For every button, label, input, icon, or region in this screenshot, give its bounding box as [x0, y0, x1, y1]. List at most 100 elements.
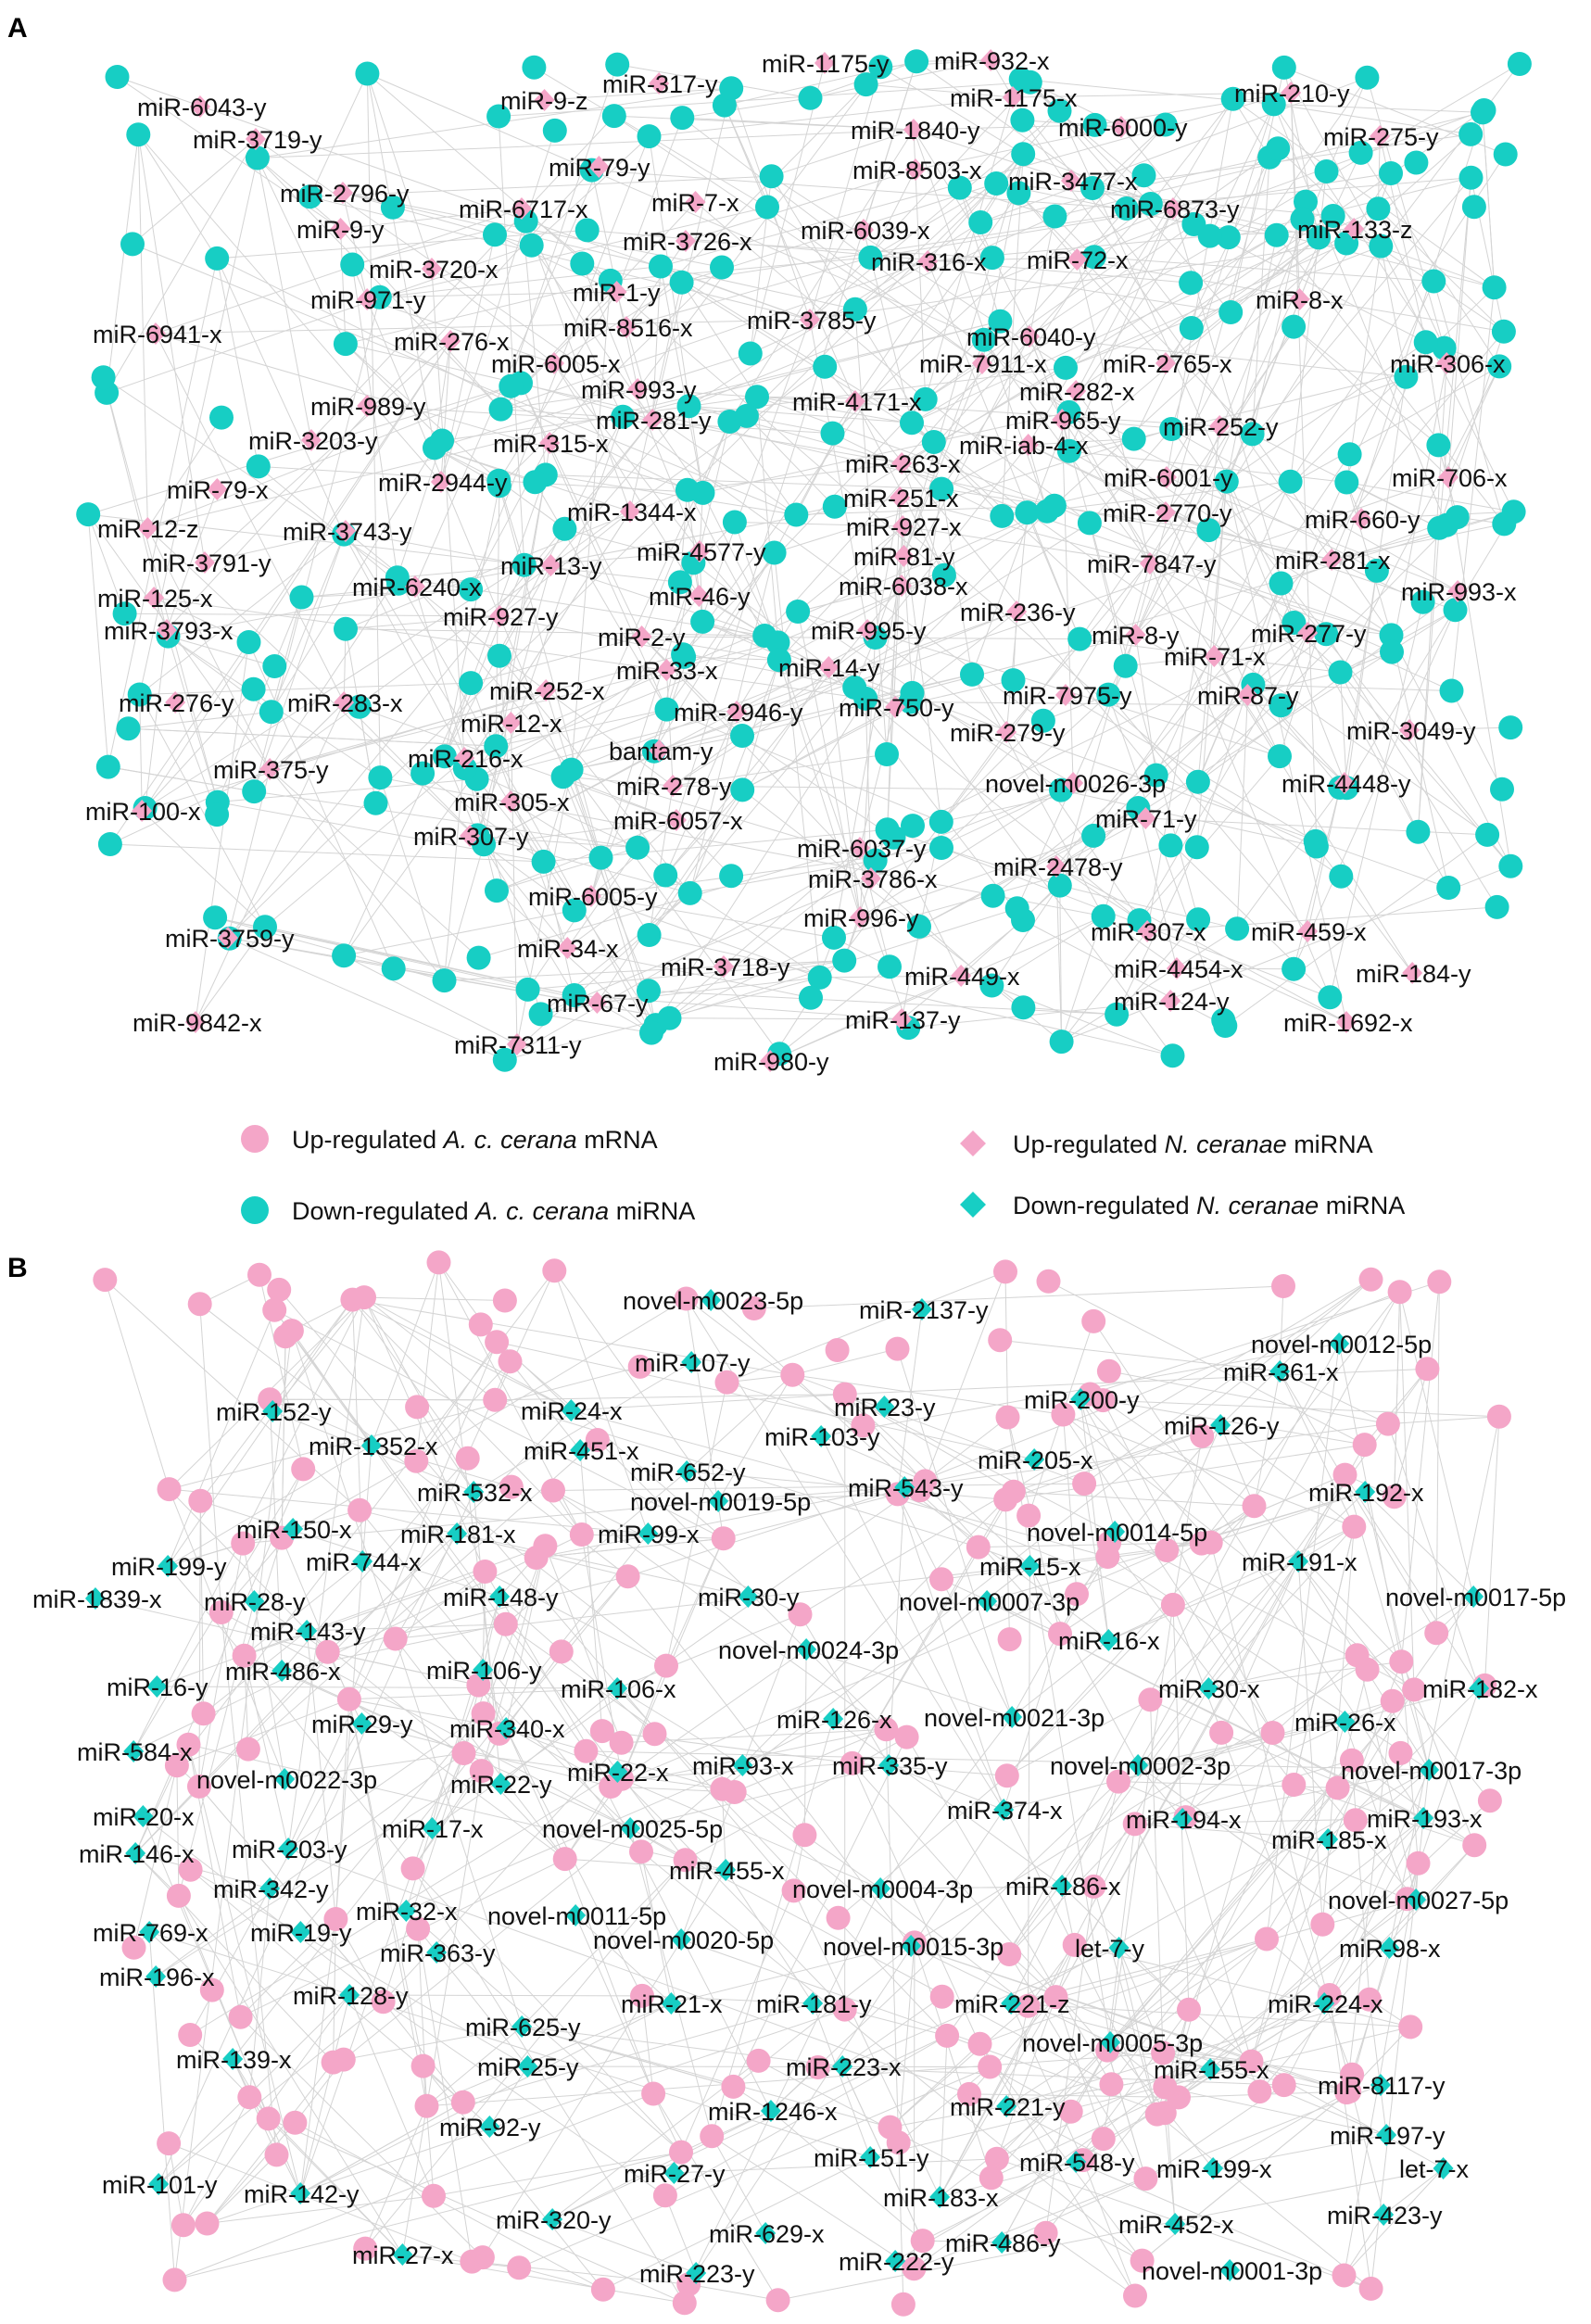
panel_a-node-273 — [1158, 833, 1183, 858]
panel_a-node-50 — [333, 332, 358, 357]
panel_b-edge — [1181, 1818, 1252, 2062]
panel_a-node-177 — [1042, 493, 1067, 518]
panel_a-node-246 — [988, 309, 1013, 334]
panel_a-node-144 — [601, 104, 626, 129]
panel_b-node-1 — [1016, 1993, 1041, 2018]
panel_a-edge — [1055, 865, 1140, 921]
panel_b-marker-15 — [463, 1481, 485, 1503]
panel_b-edge — [1219, 1424, 1355, 1527]
panel_a-edge — [1054, 505, 1332, 561]
panel_a-label-29: miR-8516-x — [563, 314, 693, 342]
panel_b-edge — [904, 1291, 1400, 1488]
panel_a-edge — [903, 362, 983, 557]
panel_b-edge — [688, 2283, 778, 2301]
panel_b-marker-8 — [1070, 1388, 1092, 1410]
panel_b-edge — [158, 1491, 474, 2185]
panel_a-edge — [638, 353, 751, 390]
panel_b-edge — [1344, 2214, 1384, 2276]
panel_a-marker-36 — [1436, 352, 1458, 374]
panel_b-edge — [148, 1931, 175, 2280]
panel_b-node-7 — [228, 2004, 253, 2029]
panel_b-label-32: novel-m0017-5p — [1385, 1584, 1566, 1611]
panel_b-edge — [1364, 1491, 1430, 1771]
panel_a-marker-30 — [799, 309, 820, 331]
panel_a-edge — [1029, 223, 1194, 337]
panel_a-edge — [367, 73, 945, 576]
panel_a-node-45 — [960, 662, 984, 687]
panel_b-node-75 — [383, 1626, 408, 1651]
panel_b-edge — [244, 1571, 486, 1657]
panel_b-marker-25 — [1019, 1555, 1041, 1577]
panel_b-edge — [723, 1493, 898, 1539]
panel_b-node-38 — [629, 1839, 653, 1864]
panel_a-marker-62 — [540, 554, 562, 576]
panel_a-node-182 — [1197, 223, 1222, 248]
panel_a-edge — [567, 947, 812, 999]
panel_b-marker-110 — [1219, 2259, 1241, 2281]
panel_a-label-95: miR-4448-y — [1282, 770, 1411, 798]
panel_a-edge — [681, 282, 758, 398]
panel_b-marker-80 — [661, 1992, 682, 2015]
panel_a-node-252 — [719, 76, 744, 101]
panel_b-edge — [426, 2002, 672, 2107]
panel_a-node-129 — [1114, 196, 1139, 221]
panel_a-node-41 — [832, 948, 857, 973]
panel_a-edge — [128, 727, 497, 747]
panel_a-node-139 — [297, 184, 322, 209]
panel_a-label-87: miR-12-x — [461, 710, 562, 738]
panel_a-node-34 — [1216, 225, 1241, 250]
panel_a-edge — [669, 1017, 903, 1020]
panel_b-label-13: miR-652-y — [630, 1459, 746, 1486]
panel_a-edge — [562, 595, 700, 777]
panel_a-edge — [1366, 77, 1446, 348]
panel_a-node-70 — [611, 404, 636, 429]
panel_b-edge — [522, 2026, 890, 2128]
legend-down-mirna: Down-regulated A. c. cerana miRNA — [292, 1197, 695, 1225]
panel_b-edge — [968, 1996, 1056, 2095]
panel_b-edge — [1029, 1542, 1211, 1567]
panel_a-node-257 — [205, 802, 230, 827]
panel_b-edge — [1134, 1824, 1260, 2092]
panel_a-edge — [1213, 655, 1413, 974]
panel_b-edge — [1092, 1781, 1119, 1888]
panel_a-node-75 — [262, 654, 287, 678]
panel_a-edge — [1307, 787, 1341, 932]
panel_b-label-82: miR-221-z — [954, 1990, 1070, 2018]
panel_a-label-64: miR-281-x — [1275, 547, 1391, 575]
panel_a-edge — [444, 416, 624, 757]
panel_b-marker-3 — [681, 1351, 702, 1373]
panel_a-label-19: miR-3726-x — [623, 228, 752, 256]
panel_a-marker-93 — [663, 775, 684, 797]
panel_b-edge — [711, 2136, 766, 2234]
panel_a-label-83: miR-7975-y — [1003, 682, 1132, 710]
panel_a-label-108: miR-3759-y — [165, 925, 295, 953]
panel_a-edge — [216, 258, 259, 467]
panel_b-label-29: miR-148-y — [443, 1584, 559, 1611]
panel_b-node-107 — [1081, 1874, 1106, 1899]
panel_a-edge — [685, 240, 992, 259]
panel_a-edge — [414, 586, 542, 1015]
panel_b-node-101 — [507, 2255, 532, 2280]
panel_b-edge — [281, 1460, 417, 1539]
panel_b-node-152 — [499, 1474, 524, 1499]
panel_b-edge — [1259, 1844, 1475, 2092]
panel_a-edge — [959, 120, 1023, 188]
panel_a-edge — [476, 653, 684, 780]
panel_a-node-192 — [1458, 165, 1484, 190]
panel_a-label-7: miR-3719-y — [193, 126, 322, 154]
panel_a-edge — [1345, 570, 1378, 789]
panel_a-edge — [750, 216, 1055, 354]
panel_b-edge — [240, 2016, 484, 2258]
panel_a-edge — [204, 530, 347, 563]
panel_a-edge — [1346, 482, 1440, 529]
panel_a-node-42 — [979, 973, 1004, 998]
panel_b-edge — [1092, 1687, 1209, 1888]
panel_b-edge — [505, 1623, 881, 1889]
panel_a-marker-112 — [1166, 957, 1187, 979]
panel_b-edge — [95, 1598, 328, 1653]
panel_b-node-169 — [788, 1602, 813, 1627]
panel_b-marker-49 — [878, 1754, 900, 1776]
panel_b-node-180 — [825, 1338, 850, 1362]
panel_a-edge — [553, 362, 700, 597]
panel_a-marker-38 — [1066, 380, 1087, 402]
